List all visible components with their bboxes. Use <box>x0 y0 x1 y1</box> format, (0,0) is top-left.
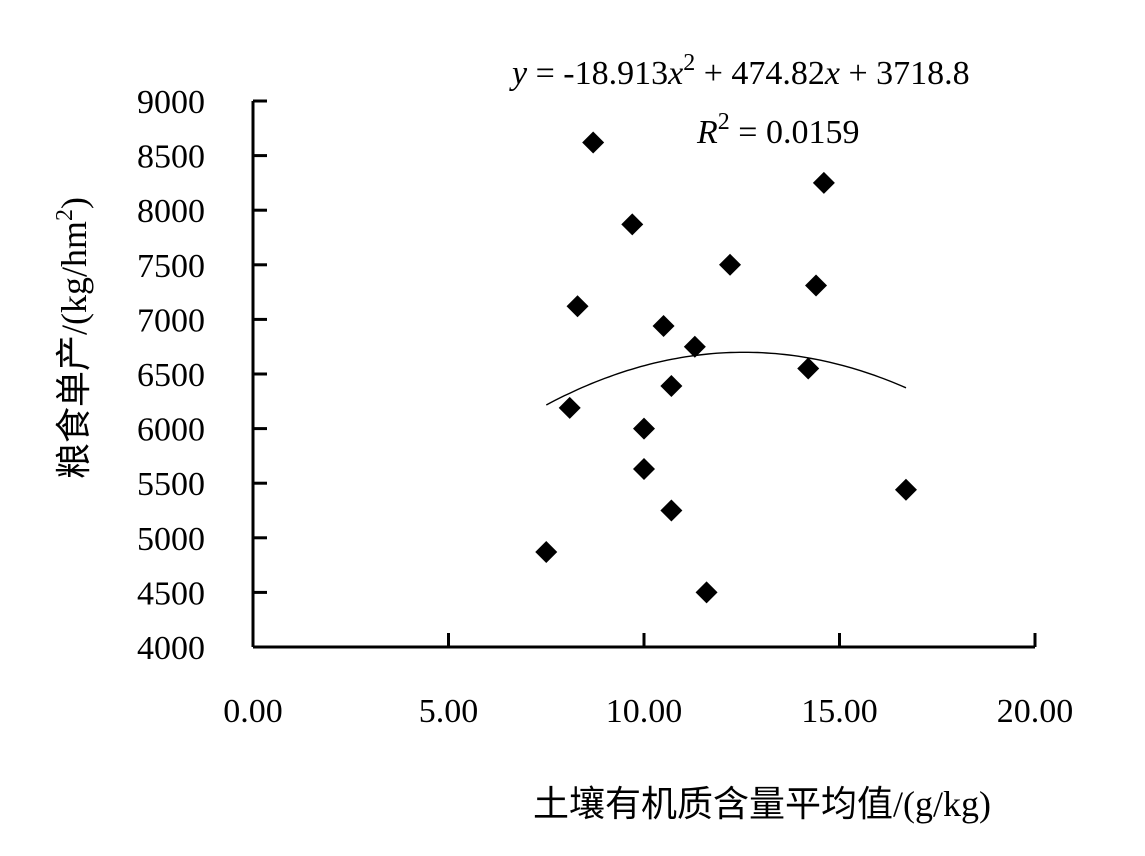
y-axis-ticks: 4000 4500 5000 5500 6000 6500 7000 7500 8000 8500… <box>137 84 267 667</box>
x-tick-label: 5.00 <box>419 693 479 730</box>
data-point <box>535 540 558 563</box>
y-tick-label: 6000 <box>137 412 205 449</box>
y-tick-label: 8500 <box>137 139 205 176</box>
r-squared: R2 = 0.0159 <box>696 109 859 151</box>
data-point <box>894 478 917 501</box>
data-point <box>719 253 742 276</box>
x-axis-ticks: 0.00 5.00 10.00 15.00 20.00 <box>223 633 1073 730</box>
data-point <box>633 417 655 440</box>
data-point <box>558 396 581 419</box>
x-tick-label: 0.00 <box>223 693 283 730</box>
trendline <box>545 351 907 406</box>
data-point <box>683 335 706 358</box>
x-tick-label: 15.00 <box>801 693 878 730</box>
x-axis-title: 土壤有机质含量平均值/(g/kg) <box>533 784 991 824</box>
data-point <box>695 581 718 604</box>
y-tick-label: 7500 <box>137 248 205 285</box>
y-tick-label: 5500 <box>137 466 205 503</box>
x-tick-label: 20.00 <box>997 693 1074 730</box>
data-point <box>652 314 675 337</box>
y-tick-label: 9000 <box>137 84 205 121</box>
y-tick-label: 4500 <box>137 575 205 612</box>
y-tick-label: 4000 <box>137 630 205 667</box>
data-point <box>582 131 605 154</box>
y-tick-label: 5000 <box>137 521 205 558</box>
y-tick-label: 6500 <box>137 357 205 394</box>
y-tick-label: 7000 <box>137 302 205 339</box>
data-point <box>805 274 828 297</box>
data-point <box>797 357 820 380</box>
y-axis-title: 粮食单产/(kg/hm2) <box>52 197 94 479</box>
data-point <box>633 458 655 481</box>
y-tick-label: 8000 <box>137 193 205 230</box>
data-point <box>812 171 835 194</box>
data-point <box>660 375 683 398</box>
trendline-equation: y = -18.913x2 + 474.82x + 3718.8 <box>509 50 970 92</box>
data-point <box>660 499 683 522</box>
x-tick-label: 10.00 <box>606 693 683 730</box>
data-points <box>535 131 917 604</box>
data-point <box>621 213 644 236</box>
data-point <box>566 295 589 318</box>
